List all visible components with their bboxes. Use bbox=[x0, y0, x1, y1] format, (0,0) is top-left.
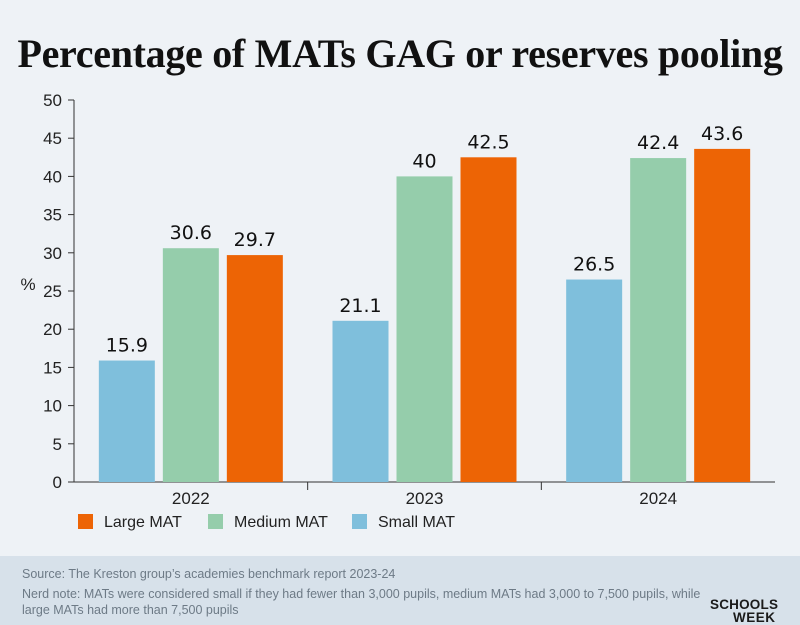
y-tick-label: 40 bbox=[43, 167, 62, 186]
legend-label-medium-mat: Medium MAT bbox=[234, 514, 328, 531]
y-tick-label: 0 bbox=[53, 473, 62, 492]
logo-line-2: WEEK bbox=[733, 610, 776, 625]
x-tick-label-2022: 2022 bbox=[172, 489, 210, 508]
chart-title: Percentage of MATs GAG or reserves pooli… bbox=[17, 31, 783, 76]
bar-small-mat-2022 bbox=[98, 360, 155, 482]
data-label-large-mat-2024: 43.6 bbox=[701, 123, 743, 145]
legend-swatch-large-mat bbox=[78, 514, 93, 529]
schools-week-logo: SCHOOLS WEEK bbox=[710, 597, 779, 625]
y-tick-label: 35 bbox=[43, 206, 62, 225]
y-tick-label: 45 bbox=[43, 129, 62, 148]
data-label-small-mat-2022: 15.9 bbox=[106, 335, 148, 357]
legend-label-large-mat: Large MAT bbox=[104, 514, 182, 531]
nerd-note-line-1: Nerd note: MATs were considered small if… bbox=[22, 587, 701, 601]
legend-label-small-mat: Small MAT bbox=[378, 514, 455, 531]
y-tick-label: 25 bbox=[43, 282, 62, 301]
bar-small-mat-2023 bbox=[332, 320, 389, 482]
y-tick-label: 20 bbox=[43, 320, 62, 339]
bar-medium-mat-2022 bbox=[162, 248, 219, 482]
bar-large-mat-2024 bbox=[694, 148, 751, 482]
data-label-medium-mat-2023: 40 bbox=[412, 150, 436, 172]
y-axis-label: % bbox=[20, 275, 35, 294]
y-tick-label: 30 bbox=[43, 244, 62, 263]
bar-medium-mat-2024 bbox=[630, 158, 687, 482]
bar-medium-mat-2023 bbox=[396, 176, 453, 482]
y-tick-label: 50 bbox=[43, 91, 62, 110]
footer-band bbox=[0, 556, 800, 625]
x-tick-label-2023: 2023 bbox=[406, 489, 444, 508]
nerd-note-line-2: large MATs had more than 7,500 pupils bbox=[22, 603, 239, 617]
bar-large-mat-2022 bbox=[226, 255, 283, 482]
y-tick-label: 10 bbox=[43, 397, 62, 416]
logo-line-1: SCHOOLS bbox=[710, 597, 779, 612]
bar-small-mat-2024 bbox=[566, 279, 623, 482]
data-label-small-mat-2024: 26.5 bbox=[573, 254, 615, 276]
y-tick-label: 5 bbox=[53, 435, 62, 454]
data-label-medium-mat-2024: 42.4 bbox=[637, 132, 679, 154]
legend-swatch-small-mat bbox=[352, 514, 367, 529]
data-label-large-mat-2022: 29.7 bbox=[234, 229, 276, 251]
legend-swatch-medium-mat bbox=[208, 514, 223, 529]
bar-chart: 0 5 10 15 20 25 30 35 40 45 50% 15.9 30.6 29.7 2022 21.… bbox=[20, 91, 775, 531]
data-label-medium-mat-2022: 30.6 bbox=[170, 222, 212, 244]
x-tick-label-2024: 2024 bbox=[639, 489, 677, 508]
y-tick-label: 15 bbox=[43, 358, 62, 377]
data-label-large-mat-2023: 42.5 bbox=[467, 131, 509, 153]
data-label-small-mat-2023: 21.1 bbox=[339, 295, 381, 317]
source-note: Source: The Kreston group’s academies be… bbox=[22, 567, 396, 581]
bar-large-mat-2023 bbox=[460, 157, 517, 483]
